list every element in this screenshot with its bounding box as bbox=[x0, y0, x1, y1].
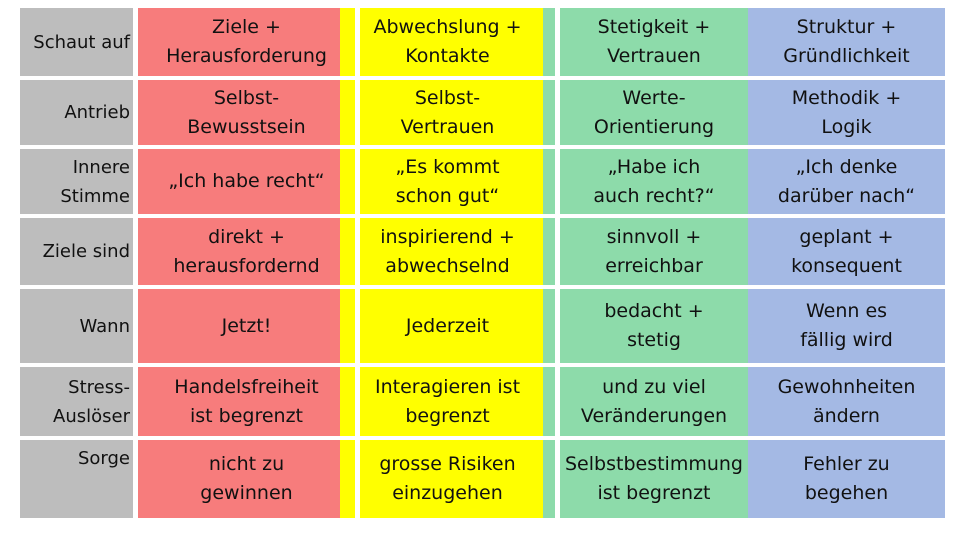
cell-yellow-ziele-sind: inspirierend + abwechselnd bbox=[380, 225, 515, 277]
cell-green-stress-ausloeser: und zu viel Veränderungen bbox=[580, 375, 728, 427]
row-divider bbox=[20, 285, 945, 289]
column-divider bbox=[133, 8, 138, 518]
cell-green-sorge: Selbstbestimmung ist begrenzt bbox=[565, 453, 743, 504]
row-label-stress-ausloeser: Stress- Auslöser bbox=[53, 376, 130, 427]
row-divider bbox=[20, 214, 945, 218]
row-divider bbox=[20, 436, 945, 440]
label-column bbox=[20, 8, 133, 518]
cell-blue-sorge: Fehler zu begehen bbox=[803, 453, 890, 504]
row-label-sorge: Sorge bbox=[77, 448, 130, 469]
cell-green-wann: bedacht + stetig bbox=[604, 300, 704, 351]
cell-blue-wann: Wenn es fällig wird bbox=[800, 300, 893, 351]
cell-yellow-innere-stimme: „Es kommt schon gut“ bbox=[395, 155, 500, 207]
blue-type-column bbox=[748, 8, 945, 518]
cell-blue-stress-ausloeser: Gewohnheiten ändern bbox=[777, 375, 916, 427]
cell-yellow-stress-ausloeser: Interagieren ist begrenzt bbox=[374, 375, 521, 427]
red-type-column bbox=[138, 8, 355, 518]
column-divider bbox=[355, 8, 360, 518]
cell-red-wann: Jetzt! bbox=[221, 314, 272, 337]
cell-red-schaut-auf: Ziele + Herausforderung bbox=[166, 16, 327, 67]
row-divider bbox=[20, 145, 945, 149]
cell-blue-ziele-sind: geplant + konsequent bbox=[791, 225, 902, 277]
row-divider bbox=[20, 76, 945, 80]
green-type-column bbox=[543, 8, 748, 518]
row-label-antrieb: Antrieb bbox=[64, 102, 130, 123]
cell-green-schaut-auf: Stetigkeit + Vertrauen bbox=[597, 16, 711, 67]
row-label-schaut-auf: Schaut auf bbox=[33, 31, 130, 53]
cell-red-innere-stimme: „Ich habe recht“ bbox=[168, 170, 325, 192]
column-divider bbox=[555, 8, 560, 518]
cell-blue-innere-stimme: „Ich denke darüber nach“ bbox=[777, 155, 916, 207]
cell-green-antrieb: Werte- Orientierung bbox=[593, 86, 715, 138]
row-label-ziele-sind: Ziele sind bbox=[42, 241, 130, 262]
cell-yellow-wann: Jederzeit bbox=[405, 314, 490, 337]
cell-yellow-antrieb: Selbst- Vertrauen bbox=[400, 86, 495, 138]
cell-green-ziele-sind: sinnvoll + erreichbar bbox=[605, 225, 703, 277]
cell-red-ziele-sind: direkt + herausfordernd bbox=[173, 225, 320, 277]
cell-blue-schaut-auf: Struktur + Gründlichkeit bbox=[783, 16, 910, 67]
cell-red-sorge: nicht zu gewinnen bbox=[200, 453, 293, 504]
cell-red-stress-ausloeser: Handelsfreiheit ist begrenzt bbox=[174, 375, 319, 427]
row-divider bbox=[20, 363, 945, 367]
cell-yellow-sorge: grosse Risiken einzugehen bbox=[379, 453, 516, 504]
yellow-type-column bbox=[340, 8, 555, 518]
cell-green-innere-stimme: „Habe ich auch recht?“ bbox=[593, 155, 715, 207]
row-label-wann: Wann bbox=[79, 315, 131, 337]
personality-type-table: Schaut auf Ziele + Herausforderung Abwec… bbox=[20, 8, 945, 518]
cell-yellow-schaut-auf: Abwechslung + Kontakte bbox=[373, 16, 522, 67]
row-label-innere-stimme: Innere Stimme bbox=[60, 156, 130, 207]
cell-blue-antrieb: Methodik + Logik bbox=[791, 86, 902, 138]
cell-red-antrieb: Selbst- Bewusstsein bbox=[187, 86, 306, 138]
